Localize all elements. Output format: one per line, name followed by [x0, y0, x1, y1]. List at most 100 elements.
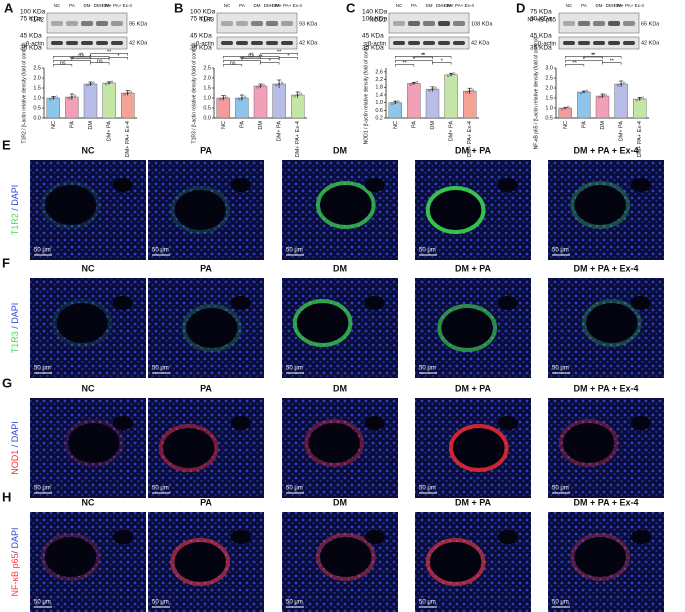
lumen: [230, 296, 251, 310]
x-tick-label: DM+ PA+ Ex-4: [637, 121, 643, 157]
band: [221, 41, 233, 45]
column-title: DM: [333, 145, 347, 155]
lumen: [430, 542, 482, 582]
column-title: DM + PA: [455, 263, 492, 273]
band: [236, 21, 248, 26]
significance-label: **: [249, 52, 254, 58]
data-point: [262, 83, 265, 87]
lumen: [430, 190, 482, 230]
scale-label: 50 μm: [419, 600, 436, 606]
significance-label: ns: [78, 53, 84, 59]
stain-counter: / DAPI: [10, 527, 20, 553]
bar: [633, 98, 647, 119]
data-point: [92, 81, 95, 85]
lumen: [112, 416, 133, 430]
y-tick-label: 0.0: [203, 115, 211, 121]
mw-marker: 75 KDa: [190, 16, 212, 23]
band: [578, 21, 590, 26]
bar: [444, 74, 458, 119]
band: [593, 41, 605, 45]
significance-bracket: [395, 60, 433, 63]
lumen: [112, 530, 133, 544]
blot-target: T1R2: [29, 18, 44, 24]
stain-counter: / DAPI: [10, 303, 20, 332]
lumen: [230, 178, 251, 192]
stain-signal: [170, 538, 231, 586]
lumen: [186, 308, 238, 348]
band-size: 42 KDa: [641, 40, 660, 46]
panel-label: H: [2, 489, 11, 504]
significance-bracket: [71, 56, 91, 59]
stain-signal: [437, 304, 498, 352]
stain-signal: [570, 533, 631, 581]
band: [608, 21, 620, 26]
panel-label: C: [346, 0, 356, 15]
mw-marker: 45 KDa: [20, 33, 42, 40]
data-point: [55, 95, 58, 99]
y-tick-label: 2.6: [375, 69, 383, 75]
data-point: [129, 90, 132, 94]
stain-label: NOD1 / DAPI: [10, 421, 20, 475]
bar: [216, 97, 231, 119]
mw-marker: 35 KDa: [190, 45, 212, 52]
mw-marker: 100 KDa: [362, 16, 388, 23]
column-title: DM + PA + Ex-4: [573, 383, 638, 393]
data-point: [622, 81, 626, 85]
stain-signal: [448, 424, 509, 472]
data-point: [428, 89, 431, 92]
lane-label: DM+ PA+ Ex-4: [614, 3, 644, 8]
lumen: [320, 537, 372, 577]
column-title: NC: [82, 145, 95, 155]
y-tick-label: 0.5: [203, 105, 211, 111]
significance-label: *: [287, 53, 290, 59]
stain-label: T1R2 / DAPI: [10, 185, 20, 236]
significance-bracket: [395, 64, 415, 67]
column-title: DM + PA + Ex-4: [573, 263, 638, 273]
data-point: [601, 94, 604, 98]
scale-label: 50 μm: [419, 248, 436, 254]
significance-label: **: [107, 49, 112, 55]
data-point: [409, 83, 413, 86]
significance-label: **: [572, 60, 577, 66]
significance-label: ns: [60, 60, 66, 66]
stain-signal: [292, 299, 353, 347]
data-point: [449, 73, 453, 76]
lane-label: DM+ PA: [606, 3, 623, 8]
data-point: [299, 92, 302, 96]
y-tick-label: 1.4: [375, 92, 383, 98]
significance-bracket: [260, 53, 298, 56]
x-tick-label: PA: [239, 121, 245, 128]
band: [281, 41, 293, 45]
lane-label: DM: [596, 3, 603, 8]
stain-signal: [581, 299, 642, 347]
panel-label: E: [2, 137, 11, 152]
data-point: [296, 93, 299, 97]
y-tick-label: 1.8: [375, 85, 383, 91]
column-title: DM + PA + Ex-4: [573, 145, 638, 155]
lumen: [497, 178, 518, 192]
stain-signal: [181, 304, 242, 352]
blot-target: T1R3: [199, 18, 214, 24]
data-point: [564, 106, 567, 110]
bar: [614, 83, 628, 119]
x-tick-label: DM: [430, 121, 436, 130]
y-axis-label: T1R3 / β-actin relative density (fold of…: [191, 42, 197, 143]
y-tick-label: 1.0: [33, 95, 41, 101]
lane-label: NC: [566, 3, 573, 8]
bar: [577, 91, 591, 119]
lumen: [364, 296, 385, 310]
y-tick-label: 1.0: [545, 105, 553, 111]
data-point: [415, 81, 419, 84]
data-point: [73, 94, 77, 98]
band: [251, 21, 263, 26]
mw-marker: 60 KDa: [530, 16, 552, 23]
band: [438, 41, 450, 45]
column-title: DM + PA: [455, 497, 492, 507]
column-title: NC: [82, 497, 95, 507]
band: [453, 21, 465, 26]
band: [423, 21, 435, 26]
lumen: [163, 428, 215, 468]
stain-signal: [304, 419, 365, 467]
significance-label: **: [258, 54, 263, 60]
column-title: DM + PA + Ex-4: [573, 497, 638, 507]
